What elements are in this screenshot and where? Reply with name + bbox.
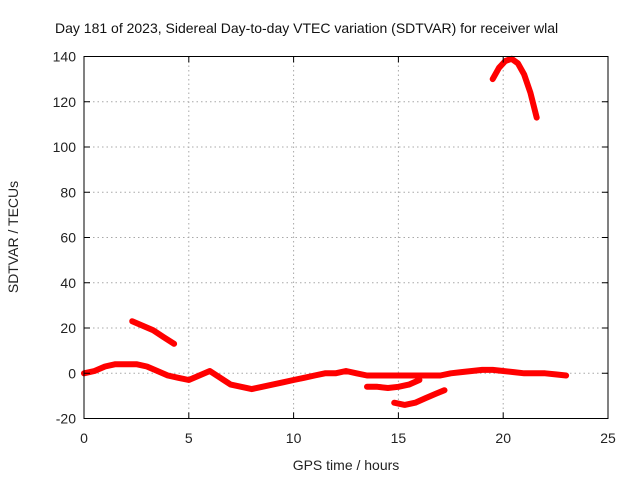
data-point (123, 361, 129, 367)
data-point (364, 384, 370, 390)
data-point (479, 367, 485, 373)
data-point (196, 373, 202, 378)
data-point (509, 56, 515, 62)
data-point (500, 368, 506, 374)
data-point (406, 382, 412, 388)
data-point (280, 379, 286, 385)
data-point (364, 373, 370, 378)
data-point (175, 375, 181, 381)
data-point (427, 373, 433, 378)
data-point (228, 382, 234, 388)
plot-lines (81, 55, 570, 408)
data-point (385, 373, 391, 378)
data-point (490, 367, 496, 373)
data-point (140, 323, 146, 329)
x-axis-label: GPS time / hours (293, 457, 400, 473)
data-point (391, 400, 397, 406)
data-point (532, 370, 538, 376)
series-arc-13-16h (364, 377, 423, 391)
data-point (423, 395, 429, 401)
data-point (437, 373, 443, 378)
x-tick-label: 5 (185, 430, 193, 446)
data-point (207, 368, 213, 374)
x-tick-label: 25 (600, 430, 616, 446)
data-point (406, 373, 412, 378)
grid (84, 56, 608, 419)
y-tick-label: 60 (60, 230, 76, 246)
data-point (133, 361, 139, 367)
data-point (511, 369, 517, 375)
data-point (433, 391, 439, 397)
data-point (527, 90, 533, 96)
data-point (412, 400, 418, 406)
data-point (374, 384, 380, 390)
data-point (92, 368, 97, 374)
data-point (354, 370, 359, 376)
data-point (154, 368, 160, 374)
data-point (502, 58, 508, 64)
y-tick-label: -20 (56, 411, 76, 427)
y-tick-label: 0 (68, 365, 76, 381)
data-point (249, 386, 255, 392)
y-tick-label: 40 (60, 275, 76, 291)
data-point (161, 334, 167, 340)
data-point (217, 375, 223, 381)
data-point (333, 370, 338, 376)
data-point (270, 382, 276, 388)
x-tick-label: 0 (80, 430, 88, 446)
data-point (521, 370, 527, 376)
data-point (490, 76, 496, 82)
data-point (129, 318, 135, 324)
data-point (150, 327, 156, 333)
y-tick-label: 80 (60, 184, 76, 200)
data-point (165, 373, 171, 378)
data-point (542, 370, 548, 376)
data-point (291, 377, 297, 383)
data-point (563, 373, 569, 378)
data-point (301, 375, 307, 381)
y-tick-label: 140 (53, 49, 77, 65)
data-point (395, 384, 401, 390)
data-point (112, 361, 118, 367)
data-point (458, 369, 464, 375)
x-tick-label: 10 (286, 430, 302, 446)
data-point (343, 368, 349, 374)
chart-title: Day 181 of 2023, Sidereal Day-to-day VTE… (55, 20, 558, 36)
y-tick-label: 100 (53, 139, 77, 155)
ticks (83, 56, 609, 419)
data-point (416, 373, 422, 378)
data-point (553, 371, 559, 377)
data-point (496, 65, 502, 71)
data-point (186, 377, 192, 383)
data-point (534, 115, 540, 121)
y-tick-label: 120 (53, 94, 77, 110)
data-point (448, 370, 454, 376)
data-point (385, 385, 391, 391)
data-point (515, 60, 521, 66)
data-point (312, 373, 318, 378)
data-point (259, 384, 265, 390)
data-point (402, 402, 408, 408)
data-point (322, 370, 328, 376)
data-point (374, 373, 380, 378)
x-tick-label: 20 (495, 430, 511, 446)
data-point (521, 72, 527, 78)
data-point (102, 364, 108, 369)
x-tick-label: 15 (391, 430, 407, 446)
data-point (395, 373, 401, 378)
y-tick-label: 20 (60, 320, 76, 336)
data-point (144, 364, 150, 369)
data-point (238, 384, 244, 390)
data-point (469, 368, 475, 374)
data-point (171, 341, 177, 347)
data-point (416, 377, 422, 383)
y-axis-label: SDTVAR / TECUs (5, 181, 21, 293)
data-point (442, 387, 447, 393)
